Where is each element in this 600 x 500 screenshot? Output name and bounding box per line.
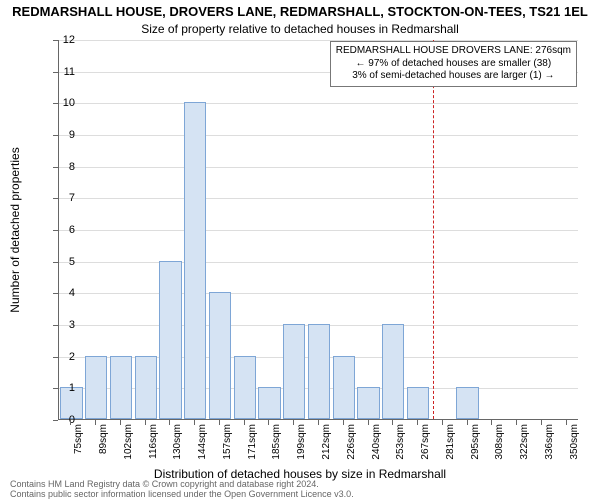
x-tick-label: 75sqm (73, 424, 84, 464)
x-tick-label: 253sqm (395, 424, 406, 464)
reference-line (433, 40, 434, 419)
y-tick-label: 7 (55, 192, 75, 204)
y-tick-label: 6 (55, 224, 75, 236)
x-tick-label: 281sqm (445, 424, 456, 464)
y-tick-label: 2 (55, 351, 75, 363)
footer-line-2: Contains public sector information licen… (10, 490, 354, 500)
bar (407, 387, 429, 419)
legend-line-3: 3% of semi-detached houses are larger (1… (336, 70, 571, 83)
x-tick-label: 212sqm (321, 424, 332, 464)
x-tick-label: 157sqm (222, 424, 233, 464)
chart-title-main: REDMARSHALL HOUSE, DROVERS LANE, REDMARS… (0, 4, 600, 19)
x-tick-label: 226sqm (346, 424, 357, 464)
x-tick-label: 240sqm (371, 424, 382, 464)
bar (456, 387, 478, 419)
chart-title-sub: Size of property relative to detached ho… (0, 22, 600, 36)
x-tick-label: 89sqm (98, 424, 109, 464)
footer-attribution: Contains HM Land Registry data © Crown c… (10, 480, 354, 500)
bar (283, 324, 305, 419)
y-tick-label: 12 (55, 34, 75, 46)
x-tick-label: 308sqm (494, 424, 505, 464)
x-tick-label: 144sqm (197, 424, 208, 464)
x-tick-label: 102sqm (123, 424, 134, 464)
y-tick-label: 5 (55, 256, 75, 268)
y-tick-label: 8 (55, 161, 75, 173)
property-size-chart: REDMARSHALL HOUSE, DROVERS LANE, REDMARS… (0, 0, 600, 500)
x-tick-label: 336sqm (544, 424, 555, 464)
x-tick-label: 322sqm (519, 424, 530, 464)
bar (258, 387, 280, 419)
y-axis-label: Number of detached properties (8, 147, 22, 312)
y-tick-label: 1 (55, 382, 75, 394)
legend-box: REDMARSHALL HOUSE DROVERS LANE: 276sqm ←… (330, 41, 577, 87)
bar (308, 324, 330, 419)
y-tick-label: 10 (55, 97, 75, 109)
y-tick-label: 0 (55, 414, 75, 426)
x-tick-label: 350sqm (569, 424, 580, 464)
bar (333, 356, 355, 419)
legend-line-2: ← 97% of detached houses are smaller (38… (336, 58, 571, 71)
bar (85, 356, 107, 419)
bar (209, 292, 231, 419)
x-tick-label: 267sqm (420, 424, 431, 464)
x-tick-label: 295sqm (470, 424, 481, 464)
y-tick-label: 11 (55, 66, 75, 78)
legend-line-1: REDMARSHALL HOUSE DROVERS LANE: 276sqm (336, 45, 571, 58)
bar (110, 356, 132, 419)
x-tick-label: 116sqm (148, 424, 159, 464)
y-tick-label: 9 (55, 129, 75, 141)
plot-area (58, 40, 578, 420)
bar (234, 356, 256, 419)
bar (382, 324, 404, 419)
y-tick-label: 4 (55, 287, 75, 299)
y-tick-label: 3 (55, 319, 75, 331)
x-tick-label: 130sqm (172, 424, 183, 464)
bar (135, 356, 157, 419)
x-tick-label: 199sqm (296, 424, 307, 464)
bar (159, 261, 181, 419)
bar (357, 387, 379, 419)
x-tick-label: 171sqm (247, 424, 258, 464)
x-tick-label: 185sqm (271, 424, 282, 464)
bar (184, 102, 206, 419)
